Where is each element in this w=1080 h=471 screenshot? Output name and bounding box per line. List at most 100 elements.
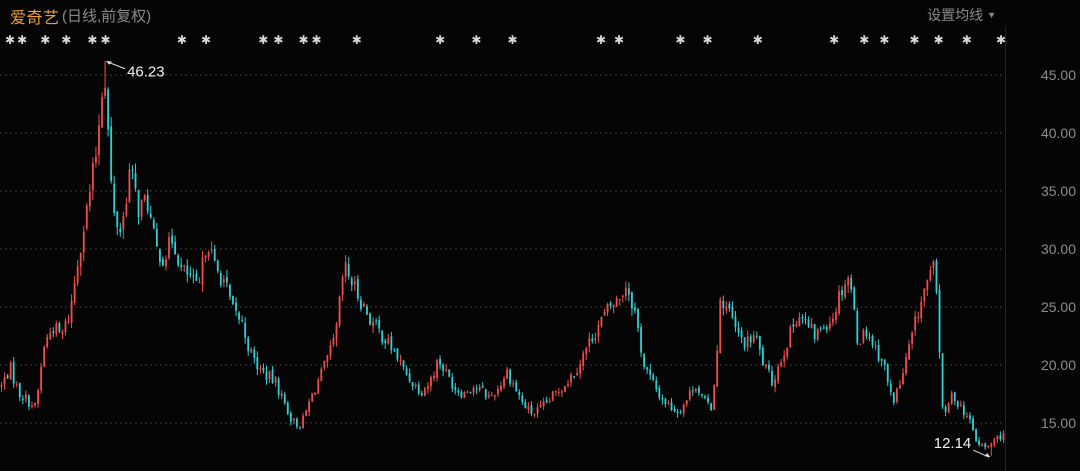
candle-body [341,277,344,296]
candle-body [302,415,304,429]
candle-body [953,392,956,402]
candle-body [493,395,496,397]
candle-body [512,383,515,385]
candle-body [640,327,642,353]
candle-body [174,242,177,255]
event-marker-icon: ✱ [100,33,110,47]
candle-body [990,443,993,447]
candle-body [615,297,618,307]
candle-body [426,386,429,389]
candle-body [329,345,332,356]
candle-body [673,408,676,412]
caret-down-icon: ▼ [987,10,996,20]
candle-body [841,290,843,296]
candle-body [466,392,469,394]
candle-body [783,355,786,362]
candle-body [79,253,82,267]
candle-body [366,306,368,315]
candle-body [701,394,703,396]
candle-body [728,303,731,309]
candle-body [862,330,865,343]
candle-body [497,388,499,395]
event-marker-icon: ✱ [596,33,606,47]
ma-settings-button[interactable]: 设置均线 ▼ [927,5,996,25]
candle-body [436,360,438,378]
min-price-label: 12.14 [934,435,972,452]
candle-body [685,400,688,405]
candle-body [137,190,140,218]
candle-body [52,331,55,333]
event-marker-icon: ✱ [962,33,972,47]
candle-body [612,304,615,308]
candle-body [752,335,755,343]
candle-body [247,338,250,351]
candle-body [999,435,1002,440]
candle-body [192,275,195,277]
candle-body [883,359,886,365]
candle-body [588,337,591,347]
event-marker-icon: ✱ [753,33,763,47]
candle-body [155,228,158,247]
event-marker-icon: ✱ [614,33,624,47]
y-tick-label: 15.00 [1041,415,1076,431]
candle-body [917,316,920,318]
y-tick-label: 20.00 [1041,357,1076,373]
candle-body [107,89,110,130]
candle-body [503,378,505,387]
candle-body [0,384,3,387]
chart-header: 爱奇艺 (日线,前复权) 设置均线 ▼ [0,0,1080,27]
candle-body [877,344,880,361]
candle-body [372,321,374,326]
candle-body [198,282,201,284]
candle-body [375,320,378,322]
ma-settings-label: 设置均线 [927,7,984,23]
candle-body [18,383,21,398]
candle-body [698,387,700,393]
candle-body [265,371,268,380]
candle-body [542,401,545,407]
candle-body [731,306,734,318]
candle-body [676,411,679,414]
candle-body [947,404,950,413]
candle-body [929,270,932,281]
candle-body [579,364,582,374]
min-arrow-head [984,453,991,458]
candle-body [658,387,661,398]
candle-body [442,364,445,371]
candle-body [551,391,554,401]
candle-body [911,332,914,344]
candle-body [262,368,265,371]
candle-body [521,395,524,402]
event-marker-icon: ✱ [934,33,944,47]
candle-body [956,401,959,407]
candle-body [713,384,716,410]
candle-body [338,296,341,326]
event-marker-icon: ✱ [859,33,869,47]
candle-body [564,386,566,392]
candle-body [469,392,472,394]
candle-body [411,382,414,387]
candle-body [219,272,222,285]
candle-body [868,337,871,339]
candle-body [34,403,36,406]
candle-body [317,379,320,394]
candle-body [229,284,231,297]
candle-body [201,257,204,285]
candle-body [847,277,850,286]
candle-body [143,195,146,201]
candle-body [222,279,225,283]
candle-body [359,299,362,309]
candle-body [85,205,88,229]
candle-body [959,404,962,406]
candle-body [478,386,481,391]
candle-body [634,307,636,311]
candle-body [347,264,350,277]
candle-body [177,255,180,266]
candle-body [950,393,953,404]
candle-body [402,360,405,367]
candle-body [567,383,569,386]
candle-body [719,299,722,354]
event-marker-icon: ✱ [40,33,50,47]
candle-body [241,319,244,321]
